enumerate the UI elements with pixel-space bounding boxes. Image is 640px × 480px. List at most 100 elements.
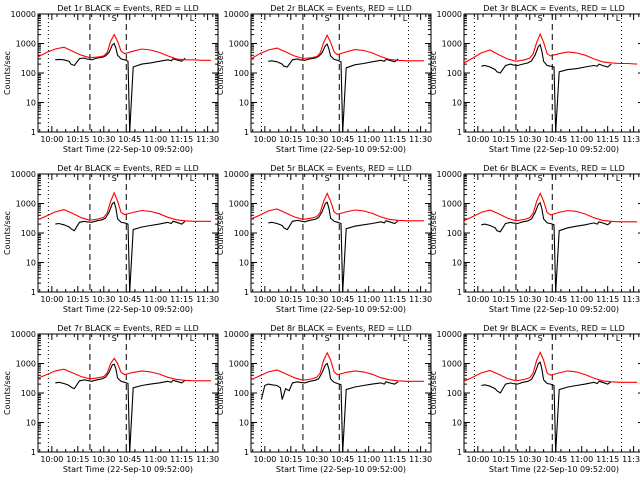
x-tick-label: 10:00 [253, 135, 276, 144]
x-tick-label: 11:15 [170, 135, 193, 144]
y-tick-label: 10 [452, 99, 462, 108]
x-tick-label: 10:30 [518, 455, 541, 464]
series-line-lld [37, 33, 212, 61]
y-tick-label: 10 [239, 99, 249, 108]
y-tick-label: 10 [26, 259, 36, 268]
marker-label-l: L [616, 334, 621, 343]
y-tick-label: 1000 [16, 40, 36, 49]
x-tick-label: 11:30 [409, 455, 432, 464]
x-tick-label: 10:15 [66, 455, 89, 464]
x-tick-label: 10:15 [66, 295, 89, 304]
y-tick-label: 100 [21, 69, 36, 78]
x-tick-label: 11:00 [570, 135, 593, 144]
x-axis-label: Start Time (22-Sep-10 09:52:00) [489, 465, 619, 474]
y-tick-label: 1000 [442, 40, 462, 49]
series-line-events [481, 201, 612, 293]
x-tick-label: 10:45 [544, 455, 567, 464]
series-line-lld [250, 192, 425, 222]
y-tick-label: 1 [244, 448, 249, 457]
y-tick-label: 10000 [437, 330, 462, 339]
panel-title: Det 6r BLACK = Events, RED = LLD [483, 164, 625, 173]
y-tick-label: 1000 [16, 360, 36, 369]
y-tick-label: 1000 [442, 200, 462, 209]
x-tick-label: 10:15 [66, 135, 89, 144]
y-tick-label: 1 [244, 288, 249, 297]
y-tick-label: 1 [31, 128, 36, 137]
marker-label-s: S [538, 14, 543, 23]
y-tick-label: 1000 [229, 200, 249, 209]
x-tick-label: 10:30 [518, 295, 541, 304]
series-line-events [268, 201, 399, 293]
y-tick-label: 1 [457, 288, 462, 297]
series-line-lld [463, 32, 638, 65]
y-tick-label: 10 [452, 259, 462, 268]
x-axis-label: Start Time (22-Sep-10 09:52:00) [489, 305, 619, 314]
y-tick-label: 100 [21, 389, 36, 398]
x-tick-label: 10:45 [118, 295, 141, 304]
y-tick-label: 10000 [11, 10, 36, 19]
x-tick-label: 10:00 [253, 295, 276, 304]
y-tick-label: 100 [234, 229, 249, 238]
marker-label-s: S [538, 334, 543, 343]
x-tick-label: 11:15 [596, 455, 619, 464]
y-tick-label: 100 [447, 229, 462, 238]
y-axis-label: Counts/sec [429, 51, 438, 95]
x-tick-label: 10:15 [492, 135, 515, 144]
x-tick-label: 10:15 [279, 295, 302, 304]
marker-label-s: S [112, 14, 117, 23]
y-tick-label: 1 [457, 128, 462, 137]
panel-title: Det 2r BLACK = Events, RED = LLD [270, 4, 412, 13]
y-tick-label: 100 [234, 69, 249, 78]
marker-label-s: S [325, 334, 330, 343]
x-tick-label: 10:30 [92, 135, 115, 144]
y-tick-label: 1 [31, 448, 36, 457]
y-tick-label: 1000 [229, 360, 249, 369]
y-tick-label: 10 [26, 99, 36, 108]
x-tick-label: 11:15 [383, 455, 406, 464]
marker-label-s: S [112, 334, 117, 343]
x-tick-label: 11:00 [144, 295, 167, 304]
y-tick-label: 1 [244, 128, 249, 137]
y-tick-label: 10 [26, 419, 36, 428]
series-line-events [481, 361, 612, 453]
series-line-events [55, 363, 186, 453]
x-tick-label: 11:00 [570, 295, 593, 304]
x-tick-label: 10:00 [40, 135, 63, 144]
series-line-lld [37, 191, 212, 222]
y-tick-label: 1000 [229, 40, 249, 49]
y-axis-label: Counts/sec [216, 371, 225, 415]
panel-title: Det 5r BLACK = Events, RED = LLD [270, 164, 412, 173]
y-tick-label: 100 [21, 229, 36, 238]
x-axis-label: Start Time (22-Sep-10 09:52:00) [276, 305, 406, 314]
x-tick-label: 11:30 [622, 295, 640, 304]
series-line-lld [463, 192, 638, 223]
panel-title: Det 8r BLACK = Events, RED = LLD [270, 324, 412, 333]
marker-label-l: L [190, 14, 195, 23]
marker-label-s: S [325, 174, 330, 183]
marker-label-l: L [190, 334, 195, 343]
y-tick-label: 1 [457, 448, 462, 457]
x-tick-label: 11:30 [409, 295, 432, 304]
y-axis-label: Counts/sec [429, 211, 438, 255]
panel-title: Det 4r BLACK = Events, RED = LLD [57, 164, 199, 173]
x-axis-label: Start Time (22-Sep-10 09:52:00) [489, 145, 619, 154]
y-tick-label: 1 [31, 288, 36, 297]
x-tick-label: 10:15 [492, 295, 515, 304]
y-tick-label: 100 [234, 389, 249, 398]
panel-title: Det 3r BLACK = Events, RED = LLD [483, 4, 625, 13]
x-tick-label: 11:15 [596, 295, 619, 304]
x-axis-label: Start Time (22-Sep-10 09:52:00) [276, 465, 406, 474]
x-tick-label: 11:00 [570, 455, 593, 464]
x-axis-label: Start Time (22-Sep-10 09:52:00) [63, 465, 193, 474]
marker-label-l: L [403, 334, 408, 343]
x-tick-label: 11:30 [409, 135, 432, 144]
marker-label-l: L [616, 174, 621, 183]
y-tick-label: 10 [452, 419, 462, 428]
y-tick-label: 10000 [224, 330, 249, 339]
panel-title: Det 9r BLACK = Events, RED = LLD [483, 324, 625, 333]
